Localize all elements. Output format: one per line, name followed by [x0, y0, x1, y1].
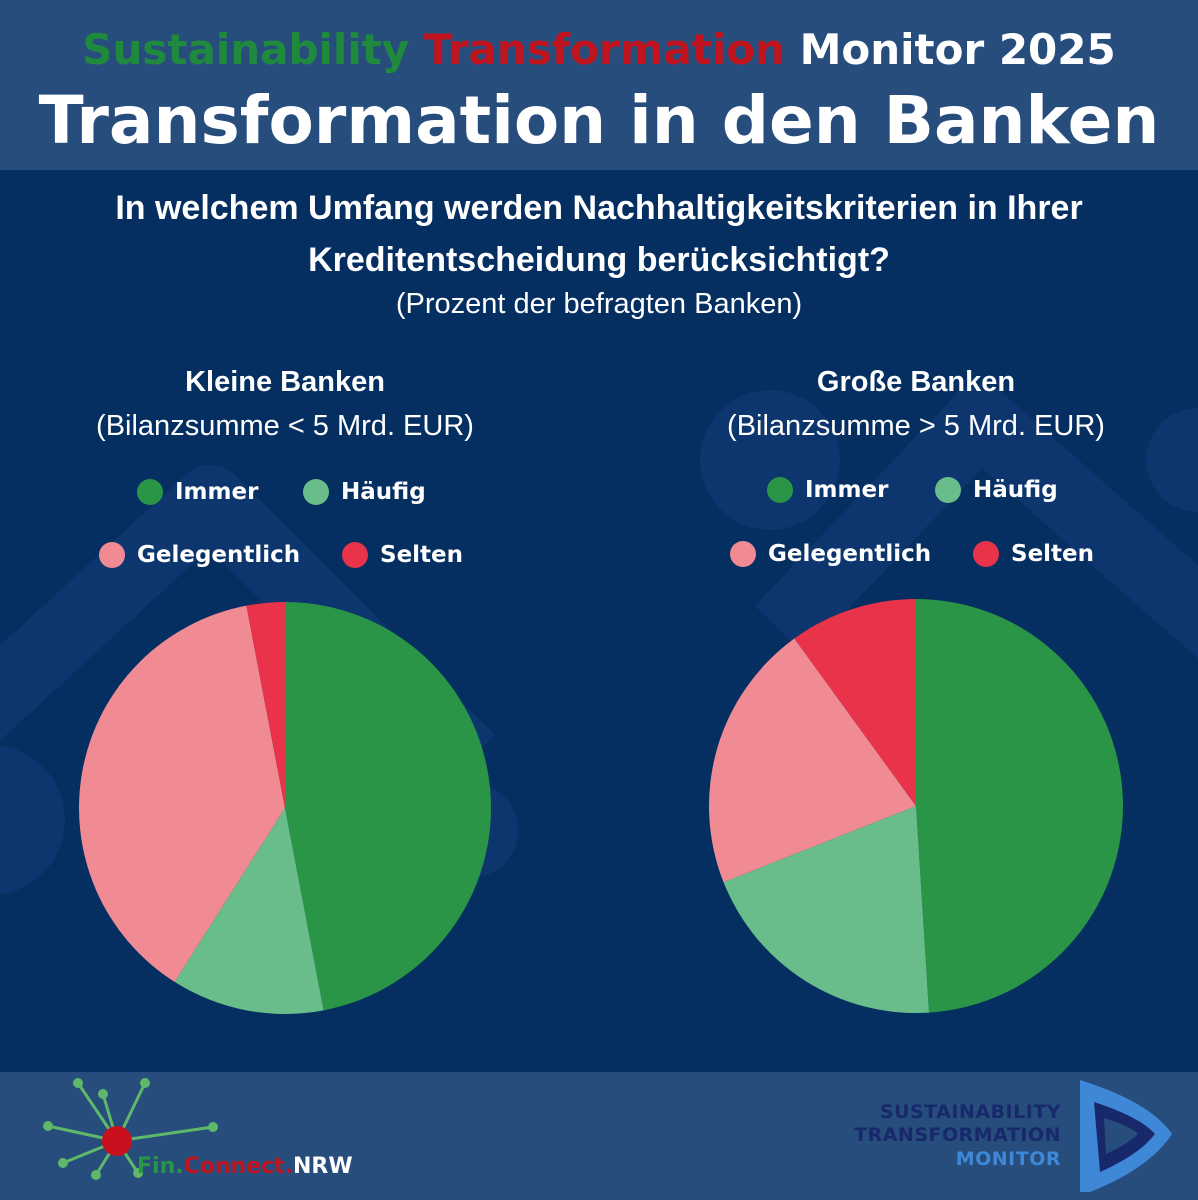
pie-slice-small-immer: [285, 602, 491, 1011]
legend-label-selten: Selten: [380, 542, 464, 568]
chart-title-large-banks: Große Banken: [816, 366, 1016, 398]
legend-label-haeufig: Häufig: [341, 479, 426, 505]
pie-slice-small-selten: [246, 602, 285, 808]
pie-slice-large-selten: [794, 599, 916, 806]
legend-swatch-immer: [137, 479, 163, 505]
title-part-sustainability: Sustainability: [82, 25, 410, 74]
stm-logo-line3: MONITOR: [955, 1148, 1061, 1170]
title-part-transformation: Transformation: [423, 25, 785, 74]
legend-item-gelegentlich: Gelegentlich: [99, 540, 300, 570]
page-title: Transformation in den Banken: [38, 82, 1160, 159]
legend-label-immer: Immer: [805, 477, 889, 503]
header-banner: Sustainability Transformation Monitor 20…: [0, 0, 1198, 170]
legend-swatch-immer: [767, 477, 793, 503]
pie-slice-small-gelegentlich: [78, 605, 285, 982]
report-series-title: Sustainability Transformation Monitor 20…: [0, 22, 1198, 78]
chart-title-small-banks: Kleine Banken: [185, 366, 385, 398]
legend-item-selten: Selten: [342, 540, 463, 570]
logo-text-connect: Connect.: [183, 1154, 294, 1179]
legend-item-haeufig: Häufig: [935, 475, 1058, 505]
legend-label-gelegentlich: Gelegentlich: [768, 541, 932, 567]
logo-text-fin: Fin.: [137, 1154, 184, 1179]
legend-label-immer: Immer: [175, 479, 259, 505]
legend-swatch-haeufig: [935, 477, 961, 503]
legend-item-gelegentlich: Gelegentlich: [730, 539, 931, 569]
legend-item-immer: Immer: [767, 475, 888, 505]
logo-graphics: [43, 1078, 1172, 1192]
survey-question: In welchem Umfang werden Nachhaltigkeits…: [115, 189, 1083, 279]
legend-swatch-selten: [973, 541, 999, 567]
legend-item-immer: Immer: [137, 477, 258, 507]
footer-bar: [0, 1072, 1198, 1200]
legend-item-haeufig: Häufig: [303, 477, 426, 507]
fin-connect-network-icon: [43, 1078, 218, 1180]
fin-connect-nrw-logo-text: Fin.Connect.NRW: [137, 1153, 353, 1181]
pie-slice-small-haeufig: [174, 808, 324, 1015]
legend-label-selten: Selten: [1011, 541, 1095, 567]
chart-subtitle-small-banks: (Bilanzsumme < 5 Mrd. EUR): [96, 410, 474, 442]
legend-swatch-haeufig: [303, 479, 329, 505]
logo-text-nrw: NRW: [293, 1154, 353, 1179]
legend-swatch-selten: [342, 542, 368, 568]
stm-logo-line1: SUSTAINABILITY: [879, 1101, 1061, 1123]
stm-monitor-logo-icon: [1080, 1080, 1172, 1192]
legend-swatch-gelegentlich: [730, 541, 756, 567]
title-part-monitor: Monitor 2025: [799, 25, 1116, 74]
question-subtitle: (Prozent der befragten Banken): [395, 288, 803, 320]
stm-logo-line2: TRANSFORMATION: [854, 1124, 1061, 1146]
legend-label-haeufig: Häufig: [973, 477, 1058, 503]
pie-slice-large-haeufig: [723, 806, 929, 1013]
pie-slice-large-gelegentlich: [709, 638, 916, 883]
pie-slice-large-immer: [916, 599, 1124, 1013]
legend-item-selten: Selten: [973, 539, 1094, 569]
chart-subtitle-large-banks: (Bilanzsumme > 5 Mrd. EUR): [727, 410, 1105, 442]
legend-swatch-gelegentlich: [99, 542, 125, 568]
legend-label-gelegentlich: Gelegentlich: [137, 542, 301, 568]
